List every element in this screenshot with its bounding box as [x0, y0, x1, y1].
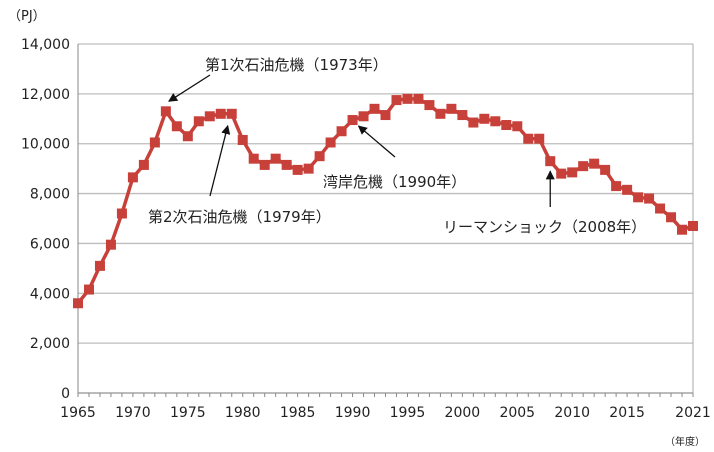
data-point	[358, 111, 369, 122]
x-tick-label: 2010	[554, 405, 590, 421]
annotation-arrow	[209, 124, 231, 197]
y-tick-label: 4,000	[30, 286, 70, 302]
series-polyline	[76, 97, 694, 305]
data-point	[622, 184, 633, 195]
data-point	[633, 192, 644, 203]
data-point	[292, 164, 303, 175]
y-tick-label: 10,000	[21, 137, 70, 153]
annotation-label: 第2次石油危機（1979年）	[148, 208, 331, 226]
y-tick-label: 0	[61, 386, 70, 402]
data-point	[204, 111, 215, 122]
x-tick-label: 1995	[390, 405, 426, 421]
data-point	[182, 131, 193, 142]
annotations: 第1次石油危機（1973年） 第2次石油危機（1979年） 湾岸危機（1990年） リ…	[148, 56, 646, 236]
annotation-label: 湾岸危機（1990年）	[323, 173, 466, 191]
data-point	[281, 159, 292, 170]
data-point	[424, 100, 435, 111]
data-point	[468, 117, 479, 128]
data-point	[138, 159, 149, 170]
data-point	[644, 193, 655, 204]
y-tick-label: 2,000	[30, 336, 70, 352]
x-axis-ticks: 1965 1970 1975 1980 1985 1990 1995 2000 2005 2010…	[60, 392, 711, 421]
data-point	[73, 298, 83, 309]
x-tick-label: 2005	[499, 405, 535, 421]
data-point	[83, 284, 94, 295]
y-tick-label: 12,000	[21, 87, 70, 103]
data-point	[655, 203, 666, 214]
x-tick-label: 1965	[60, 405, 96, 421]
data-point	[600, 164, 611, 175]
data-point	[149, 137, 160, 148]
data-point	[116, 208, 127, 219]
data-point	[369, 103, 380, 114]
data-point	[578, 161, 589, 172]
data-point	[556, 168, 567, 179]
y-axis-ticks: 0 2,000 4,000 6,000 8,000 10,000 12,000 14,000	[21, 37, 70, 402]
x-tick-label: 1980	[225, 405, 261, 421]
data-point	[171, 121, 182, 132]
y-tick-label: 14,000	[21, 37, 70, 53]
data-point	[413, 93, 424, 104]
annotation-label: 第1次石油危機（1973年）	[205, 56, 388, 74]
x-tick-label: 1975	[170, 405, 206, 421]
annotation-label: リーマンショック（2008年）	[443, 218, 646, 236]
data-point	[666, 212, 677, 223]
annotation-arrow	[168, 74, 211, 102]
data-point	[611, 181, 622, 192]
data-point	[105, 239, 116, 250]
data-point	[314, 151, 325, 162]
data-point	[336, 126, 347, 137]
data-point	[523, 133, 534, 144]
y-tick-label: 6,000	[30, 236, 70, 252]
data-point	[325, 137, 336, 148]
data-point	[160, 106, 171, 117]
data-point	[303, 163, 314, 174]
data-point	[402, 93, 413, 104]
x-tick-label: 1970	[115, 405, 151, 421]
x-tick-label: 2021	[675, 405, 711, 421]
data-point	[380, 110, 391, 121]
series-line	[73, 93, 698, 309]
y-tick-label: 8,000	[30, 187, 70, 203]
data-point	[259, 159, 270, 170]
x-tick-label: 1990	[335, 405, 371, 421]
data-point	[446, 103, 457, 114]
data-point	[567, 167, 578, 178]
data-point	[127, 172, 138, 183]
data-point	[215, 108, 226, 119]
data-point	[435, 108, 446, 119]
data-point	[248, 153, 259, 164]
data-point	[270, 153, 281, 164]
x-tick-label: 2000	[445, 405, 481, 421]
data-point	[512, 121, 523, 132]
data-point	[545, 156, 556, 167]
data-point	[501, 120, 512, 131]
data-point	[226, 108, 237, 119]
data-point	[479, 113, 490, 124]
x-tick-label: 2015	[609, 405, 645, 421]
data-point	[688, 220, 698, 231]
unit-label: （PJ）	[8, 9, 46, 24]
data-point	[391, 95, 402, 106]
annotation-arrow	[357, 125, 396, 158]
data-point	[237, 134, 248, 145]
data-point	[677, 224, 688, 235]
data-point	[589, 158, 600, 169]
x-axis-label: （年度）	[665, 435, 705, 448]
data-point	[347, 115, 358, 126]
data-point	[94, 260, 105, 271]
data-point	[193, 116, 204, 127]
x-tick-label: 1985	[280, 405, 316, 421]
data-point	[490, 116, 501, 127]
data-point	[534, 133, 545, 144]
data-point	[457, 110, 468, 121]
